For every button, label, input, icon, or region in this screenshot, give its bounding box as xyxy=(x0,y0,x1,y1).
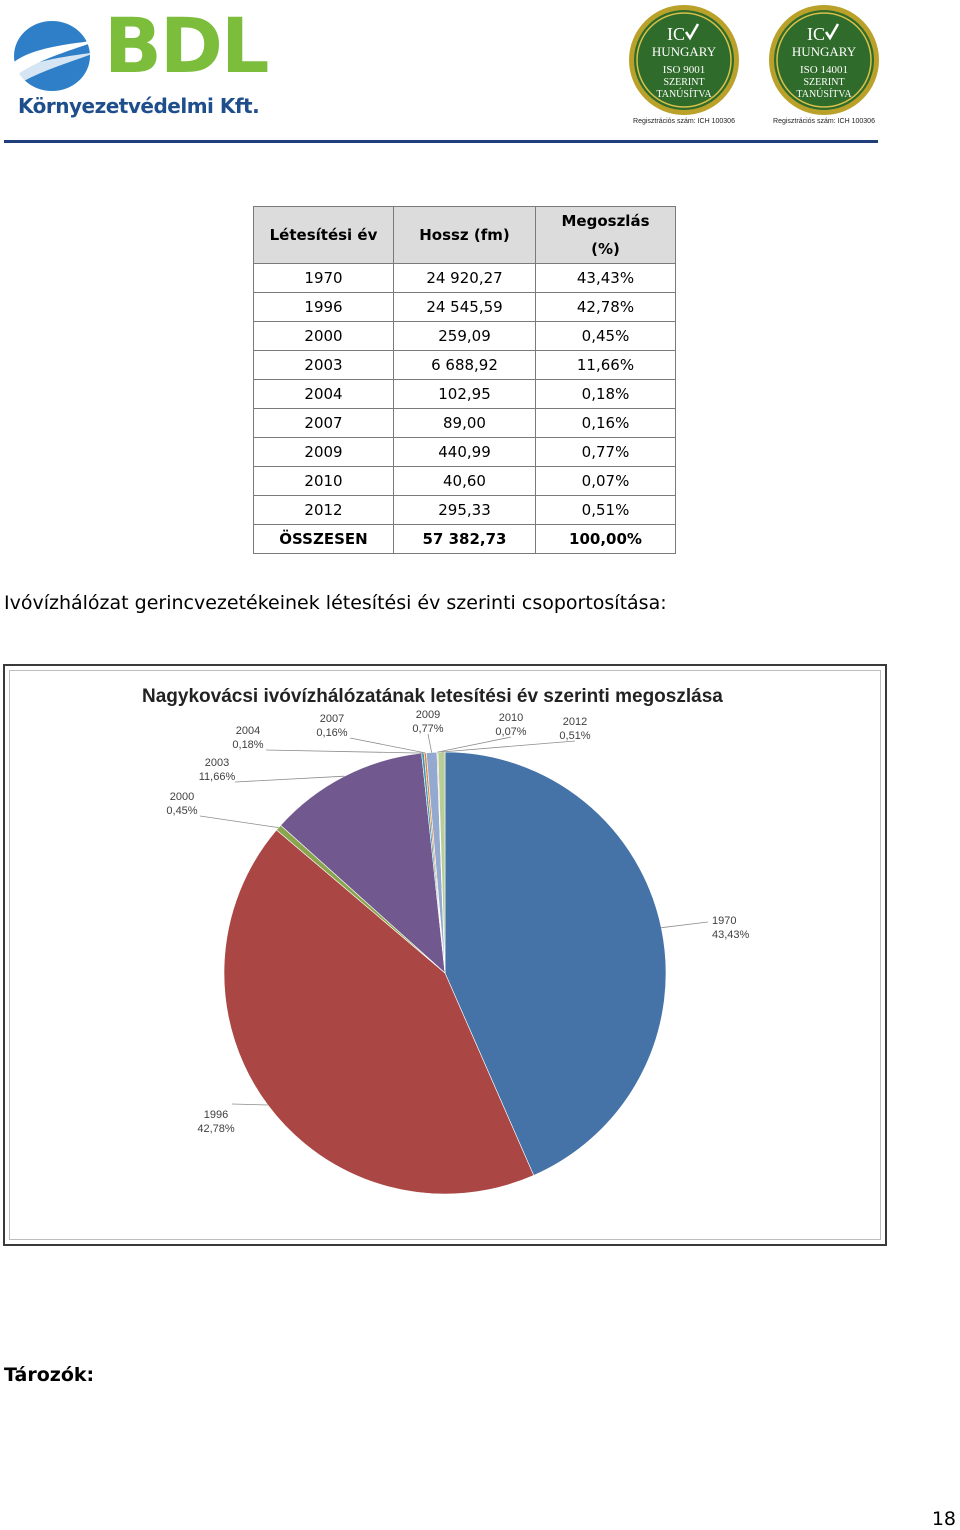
svg-text:Regisztrációs szám: ICH 100306: Regisztrációs szám: ICH 100306 xyxy=(773,118,875,125)
svg-text:ISO 14001: ISO 14001 xyxy=(800,64,848,76)
chart-plot-area xyxy=(9,670,881,1240)
leader-line-2007 xyxy=(349,737,426,754)
pie-slice-1996 xyxy=(223,829,535,1195)
section-heading-reservoirs: Tározók: xyxy=(4,1364,95,1386)
leader-line-1970 xyxy=(661,921,709,929)
table-cell: 0,51% xyxy=(535,495,676,525)
data-label-category: 2012 xyxy=(563,716,587,728)
table-total-cell: 57 382,73 xyxy=(393,524,536,554)
data-label-category: 1996 xyxy=(204,1109,228,1121)
table-cell: 6 688,92 xyxy=(393,350,536,380)
svg-text:SZERINT: SZERINT xyxy=(803,77,844,88)
table-cell: 2000 xyxy=(253,321,394,351)
logo-wordmark: BDL xyxy=(104,1,269,90)
seal-text-1: IC xyxy=(667,24,685,44)
leader-line-1996 xyxy=(231,1103,268,1106)
svg-text:IC: IC xyxy=(807,24,825,44)
iso-14001-seal: IC HUNGARY ISO 14001 SZERINT TANÚSÍTVA R… xyxy=(764,2,884,126)
chart-caption: Ivóvízhálózat gerincvezetékeinek létesít… xyxy=(4,592,667,614)
data-label-value: 42,78% xyxy=(197,1123,235,1135)
data-label-value: 0,77% xyxy=(412,723,443,735)
table-row: 2010 40,60 0,07% xyxy=(253,466,676,496)
data-label-category: 2004 xyxy=(236,725,260,737)
table-cell: 2007 xyxy=(253,408,394,438)
table-cell: 24 920,27 xyxy=(393,263,536,293)
chart-title: Nagykovácsi ivóvízhálózatának letesítési… xyxy=(142,686,723,707)
svg-text:HUNGARY: HUNGARY xyxy=(792,44,857,59)
data-label-value: 0,51% xyxy=(559,730,590,742)
table-row: 2003 6 688,92 11,66% xyxy=(253,350,676,380)
table-cell: 2004 xyxy=(253,379,394,409)
leader-line-2004 xyxy=(265,749,423,754)
table-cell: 2003 xyxy=(253,350,394,380)
data-label-value: 11,66% xyxy=(199,771,236,783)
leader-line-2000 xyxy=(199,815,279,829)
data-label-category: 1970 xyxy=(712,915,736,927)
table-total-cell: 100,00% xyxy=(535,524,676,554)
svg-text:TANÚSÍTVA: TANÚSÍTVA xyxy=(796,88,852,100)
data-label-category: 2003 xyxy=(205,757,229,769)
svg-text:SZERINT: SZERINT xyxy=(663,77,704,88)
table-row: 2004 102,95 0,18% xyxy=(253,379,676,409)
data-table: Létesítési év Hossz (fm) Megoszlás (%) 1… xyxy=(253,206,676,554)
table-total-cell: ÖSSZESEN xyxy=(253,524,394,554)
col-header-length: Hossz (fm) xyxy=(393,206,536,264)
data-label-value: 0,07% xyxy=(495,726,526,738)
table-cell: 0,07% xyxy=(535,466,676,496)
svg-text:HUNGARY: HUNGARY xyxy=(652,44,717,59)
svg-text:ISO 9001: ISO 9001 xyxy=(663,64,705,76)
col-header-share: Megoszlás (%) xyxy=(535,206,676,264)
data-label-value: 0,18% xyxy=(232,739,263,751)
table-cell: 11,66% xyxy=(535,350,676,380)
table-header-row: Létesítési év Hossz (fm) Megoszlás (%) xyxy=(253,206,676,264)
leader-line-2010 xyxy=(437,736,512,753)
table-row: 2009 440,99 0,77% xyxy=(253,437,676,467)
data-label-value: 0,45% xyxy=(166,805,197,817)
data-label-category: 2010 xyxy=(499,712,523,724)
table-row: 2000 259,09 0,45% xyxy=(253,321,676,351)
table-row: 2007 89,00 0,16% xyxy=(253,408,676,438)
table-cell: 0,77% xyxy=(535,437,676,467)
leader-line-2003 xyxy=(234,775,345,783)
leader-line-2009 xyxy=(427,733,433,753)
header-divider xyxy=(4,140,878,143)
leader-line-2012 xyxy=(441,740,576,753)
svg-text:TANÚSÍTVA: TANÚSÍTVA xyxy=(656,88,712,100)
pie-slice-1970 xyxy=(444,751,667,1176)
iso-9001-seal: IC HUNGARY ISO 9001 SZERINT TANÚSÍTVA Re… xyxy=(624,2,744,126)
data-label-value: 0,16% xyxy=(316,727,347,739)
table-cell: 2012 xyxy=(253,495,394,525)
data-label-category: 2000 xyxy=(170,791,194,803)
data-label-category: 2007 xyxy=(320,713,344,725)
table-cell: 259,09 xyxy=(393,321,536,351)
table-cell: 102,95 xyxy=(393,379,536,409)
data-label-category: 2009 xyxy=(416,709,440,721)
table-total-row: ÖSSZESEN 57 382,73 100,00% xyxy=(253,524,676,554)
data-label-value: 43,43% xyxy=(712,929,750,941)
svg-text:Regisztrációs szám: ICH 100306: Regisztrációs szám: ICH 100306 xyxy=(633,118,735,125)
table-cell: 440,99 xyxy=(393,437,536,467)
table-cell: 0,18% xyxy=(535,379,676,409)
company-logo: BDL Környezetvédelmi Kft. xyxy=(12,8,269,124)
table-cell: 0,16% xyxy=(535,408,676,438)
page-number: 18 xyxy=(931,1508,956,1530)
logo-subtitle: Környezetvédelmi Kft. xyxy=(18,94,260,118)
table-cell: 0,45% xyxy=(535,321,676,351)
pie-slice-2003 xyxy=(280,752,446,974)
logo-swoosh-icon xyxy=(14,21,100,91)
